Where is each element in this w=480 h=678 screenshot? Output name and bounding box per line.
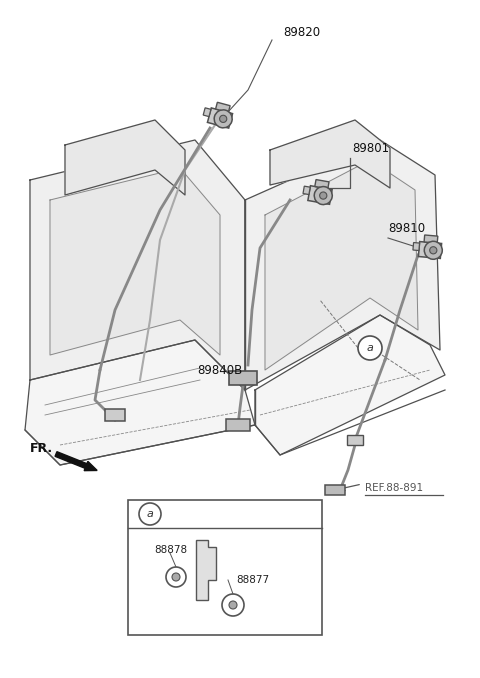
Circle shape: [424, 241, 442, 259]
Circle shape: [139, 503, 161, 525]
Bar: [105, 409, 125, 421]
Text: 88877: 88877: [236, 575, 269, 585]
Circle shape: [320, 192, 327, 199]
Polygon shape: [50, 168, 220, 355]
Bar: [128, 500, 322, 635]
Text: REF.88-891: REF.88-891: [365, 483, 423, 493]
Text: a: a: [146, 509, 154, 519]
Circle shape: [172, 573, 180, 581]
Text: 89801: 89801: [352, 142, 389, 155]
Text: 89820: 89820: [283, 26, 321, 39]
Polygon shape: [270, 120, 390, 188]
Polygon shape: [255, 315, 445, 455]
Bar: [226, 419, 250, 431]
Bar: [216, 102, 230, 113]
Bar: [315, 180, 329, 188]
Circle shape: [314, 186, 332, 205]
Text: 88878: 88878: [154, 545, 187, 555]
Polygon shape: [265, 160, 418, 370]
Polygon shape: [196, 540, 216, 600]
Polygon shape: [245, 140, 440, 390]
Polygon shape: [65, 120, 185, 195]
Circle shape: [358, 336, 382, 360]
Polygon shape: [30, 140, 245, 390]
Circle shape: [166, 567, 186, 587]
Text: 89810: 89810: [388, 222, 425, 235]
Bar: [347, 435, 363, 445]
Bar: [424, 235, 438, 243]
Bar: [303, 186, 310, 195]
Bar: [325, 485, 345, 495]
Text: FR.: FR.: [30, 441, 53, 454]
Circle shape: [430, 247, 437, 254]
Circle shape: [219, 115, 227, 123]
Text: a: a: [367, 343, 373, 353]
Bar: [203, 108, 211, 117]
Bar: [308, 186, 332, 204]
Bar: [229, 371, 257, 385]
Bar: [413, 243, 420, 251]
Bar: [419, 241, 442, 258]
Polygon shape: [25, 340, 255, 465]
Circle shape: [222, 594, 244, 616]
Bar: [207, 108, 233, 128]
FancyArrow shape: [55, 452, 97, 471]
Text: 89840B: 89840B: [197, 363, 242, 376]
Circle shape: [214, 110, 232, 128]
Circle shape: [229, 601, 237, 609]
